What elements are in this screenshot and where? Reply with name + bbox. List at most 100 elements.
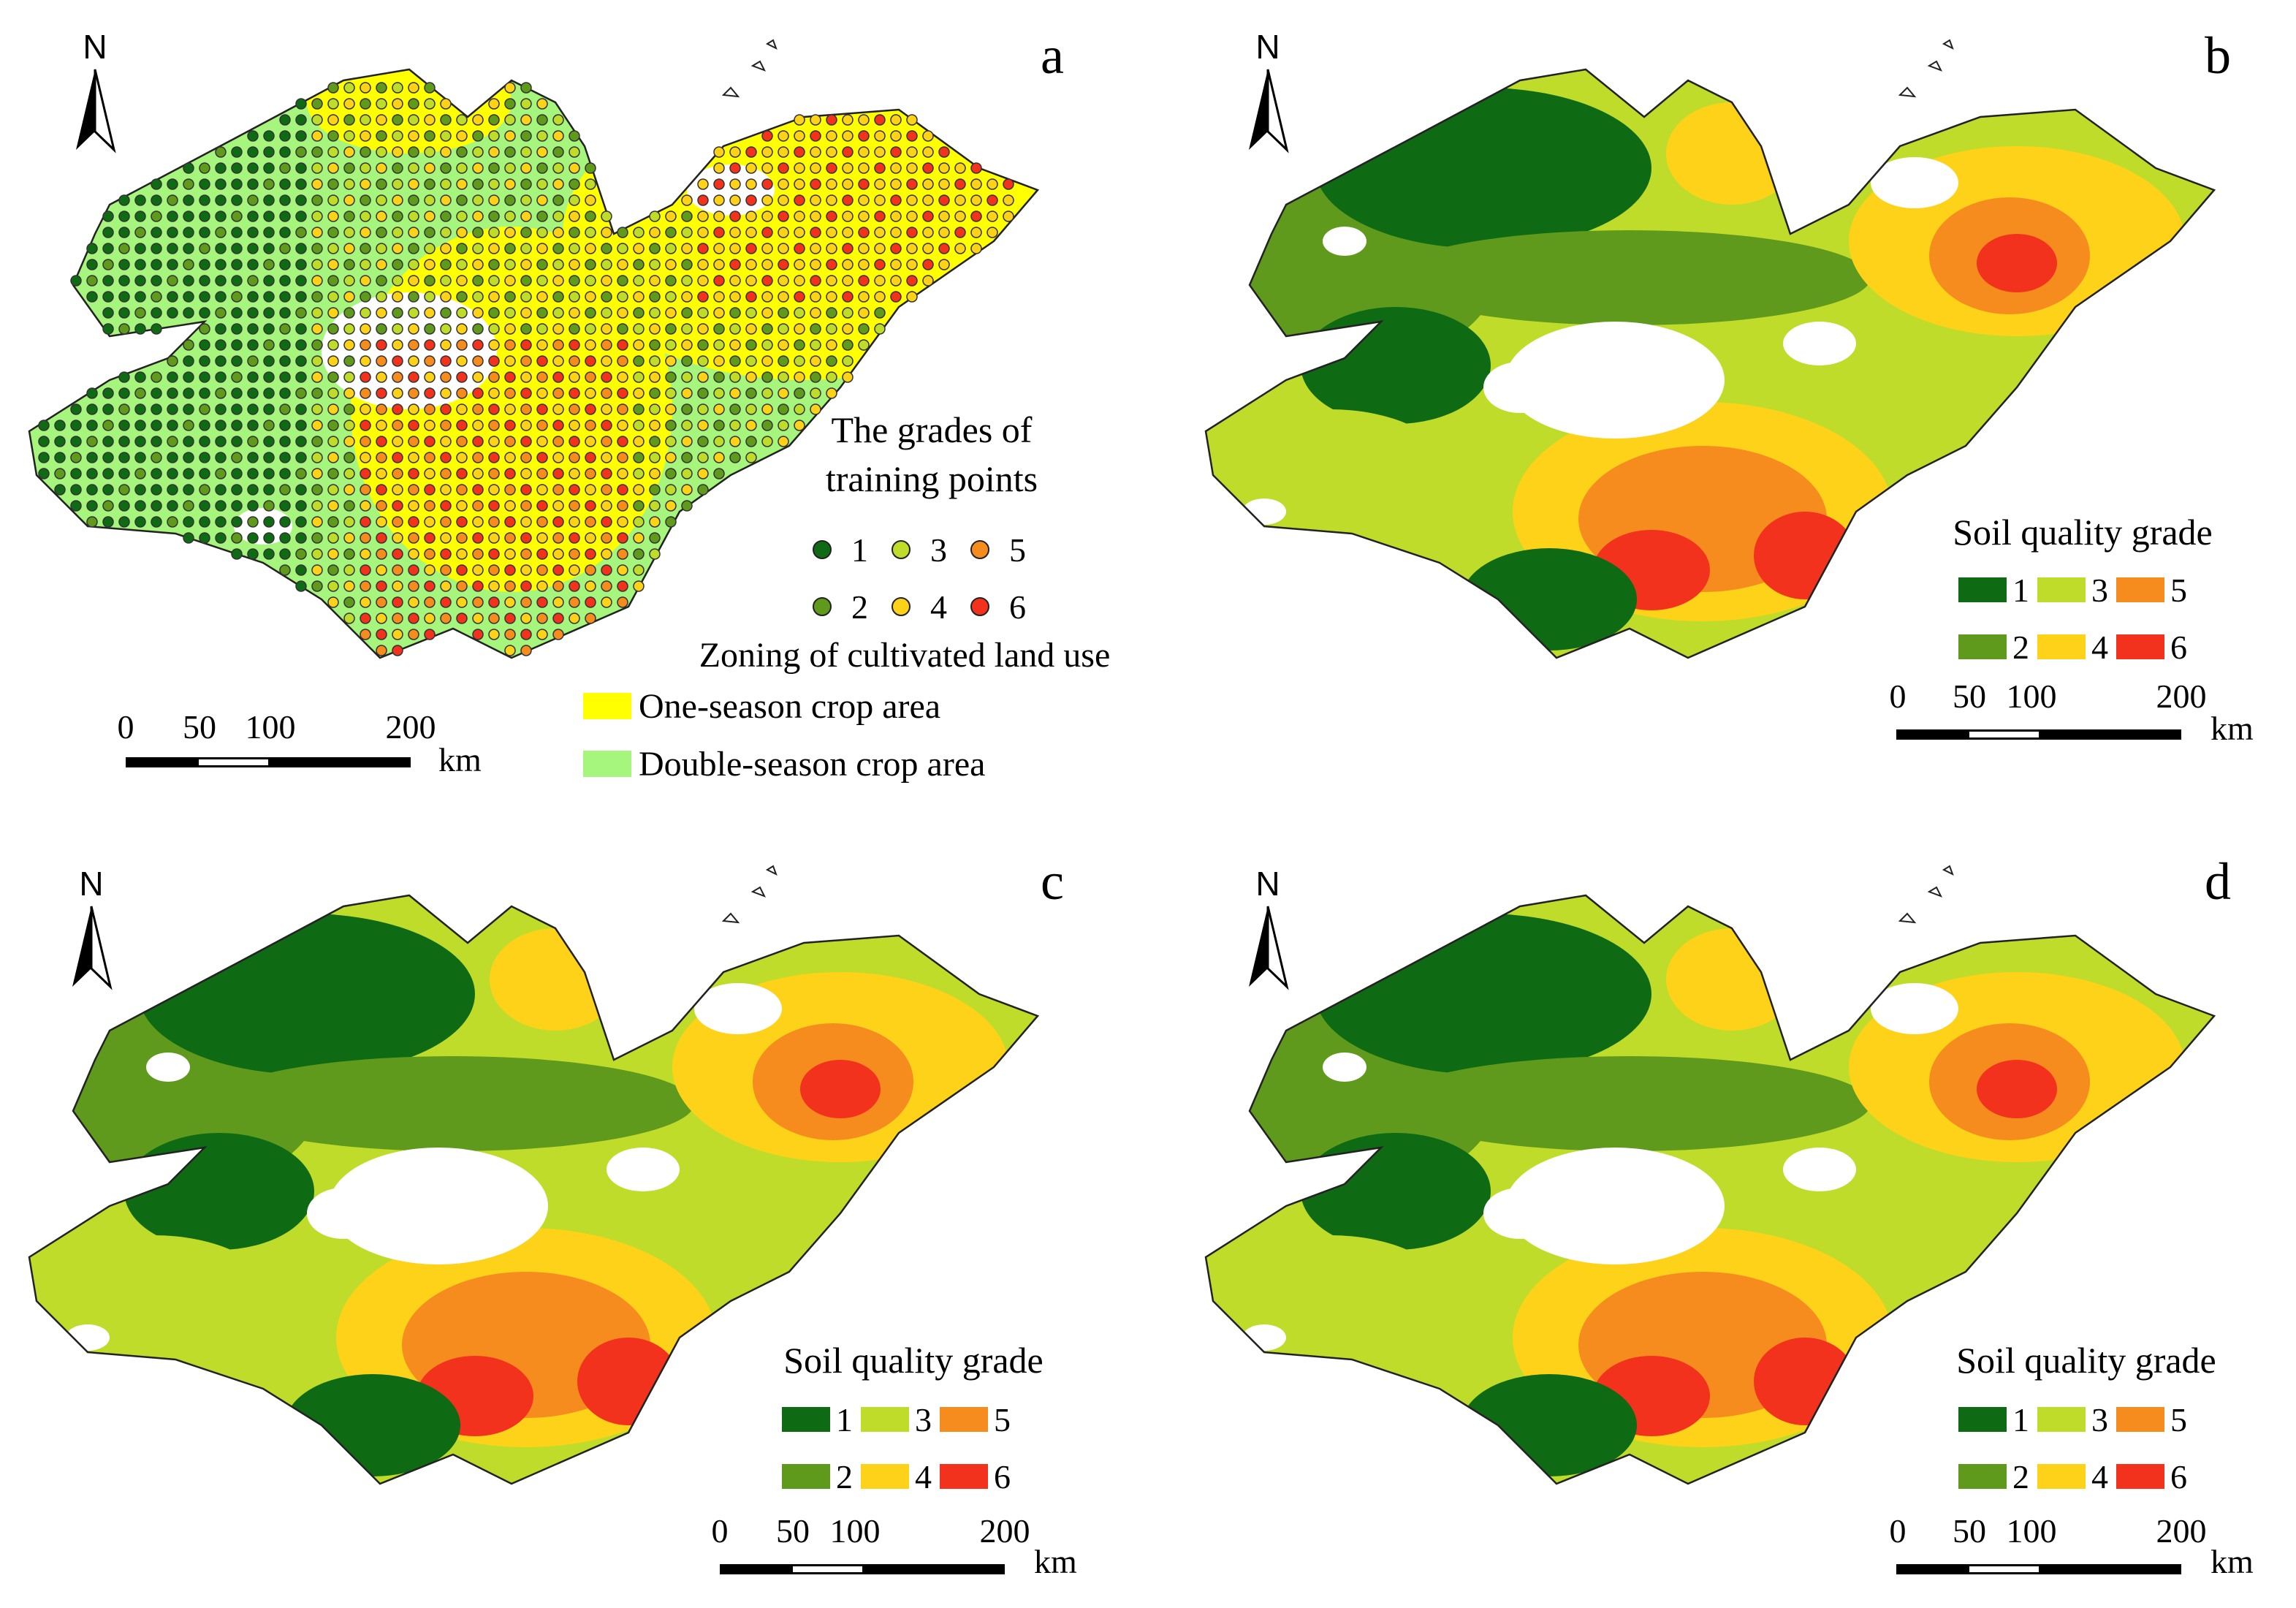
panel-letter: a	[1041, 26, 1064, 85]
training-point	[295, 516, 307, 528]
training-point	[858, 194, 870, 206]
training-point	[263, 516, 275, 528]
training-point	[520, 130, 532, 142]
training-point	[134, 452, 146, 463]
training-point	[601, 484, 612, 496]
training-point	[247, 291, 259, 303]
training-point	[552, 564, 564, 576]
training-point	[649, 307, 661, 319]
training-point	[552, 323, 564, 335]
training-point	[552, 339, 564, 351]
training-point	[376, 532, 387, 544]
training-point	[890, 211, 902, 222]
training-point	[311, 146, 323, 158]
training-point	[440, 98, 452, 110]
training-point	[633, 516, 645, 528]
training-point	[552, 484, 564, 496]
training-point	[713, 371, 725, 383]
training-point	[311, 307, 323, 319]
training-point	[472, 259, 484, 270]
training-point	[472, 323, 484, 335]
training-point	[504, 130, 516, 142]
training-point	[327, 436, 339, 447]
legend-grade-1: 1	[2012, 572, 2029, 609]
training-point	[408, 243, 419, 254]
grade-2-swatch	[782, 1464, 830, 1489]
training-point	[826, 275, 837, 287]
panel-letter: b	[2205, 26, 2231, 85]
training-point	[987, 211, 998, 222]
training-point	[424, 178, 436, 190]
training-point	[713, 162, 725, 174]
training-point	[86, 452, 98, 463]
training-point	[456, 468, 468, 479]
training-point	[633, 323, 645, 335]
training-point	[424, 564, 436, 576]
training-point	[649, 339, 661, 351]
training-point	[440, 323, 452, 335]
training-point	[649, 371, 661, 383]
training-point	[569, 596, 580, 608]
training-point	[183, 371, 194, 383]
training-point	[713, 452, 725, 463]
training-point	[134, 291, 146, 303]
scale-bar-white	[1969, 1566, 2039, 1572]
training-point	[343, 532, 355, 544]
training-point	[183, 307, 194, 319]
training-point	[536, 613, 548, 624]
training-point	[569, 500, 580, 512]
training-point	[585, 613, 596, 624]
training-point	[504, 323, 516, 335]
training-point	[118, 211, 130, 222]
training-point	[343, 596, 355, 608]
training-point	[247, 532, 259, 544]
training-point	[102, 259, 114, 270]
scale-bar: 0 50 100 200 km	[1890, 678, 2254, 747]
training-point	[343, 564, 355, 576]
training-point	[954, 243, 966, 254]
training-point	[263, 162, 275, 174]
training-point	[86, 387, 98, 399]
training-point	[440, 387, 452, 399]
grade-3-swatch	[2037, 577, 2086, 602]
training-point	[151, 323, 162, 335]
legend-title: Soil quality grade	[1953, 512, 2213, 553]
training-point	[472, 484, 484, 496]
scale-tick-100: 100	[2007, 678, 2057, 715]
training-point	[456, 596, 468, 608]
training-point	[424, 468, 436, 479]
scale-tick-0: 0	[118, 708, 134, 746]
training-point	[601, 371, 612, 383]
training-point	[327, 403, 339, 415]
training-point	[118, 468, 130, 479]
training-point	[794, 114, 805, 126]
training-point	[440, 580, 452, 592]
training-point	[552, 194, 564, 206]
training-point	[633, 484, 645, 496]
training-point	[810, 323, 821, 335]
training-point	[552, 291, 564, 303]
training-point	[778, 227, 789, 238]
training-point	[118, 516, 130, 528]
training-point	[520, 323, 532, 335]
training-point	[649, 211, 661, 222]
training-point	[199, 323, 210, 335]
training-point	[215, 403, 227, 415]
training-point	[713, 259, 725, 270]
training-point	[488, 403, 500, 415]
training-point	[70, 275, 82, 287]
training-point	[633, 227, 645, 238]
training-point	[231, 436, 243, 447]
training-point	[778, 387, 789, 399]
training-point	[376, 436, 387, 447]
training-point	[279, 403, 291, 415]
training-point	[247, 484, 259, 496]
grade-6-dot	[970, 597, 989, 616]
training-point	[102, 436, 114, 447]
training-point	[327, 114, 339, 126]
training-point	[327, 211, 339, 222]
training-point	[472, 420, 484, 431]
training-point	[601, 420, 612, 431]
training-point	[617, 275, 628, 287]
